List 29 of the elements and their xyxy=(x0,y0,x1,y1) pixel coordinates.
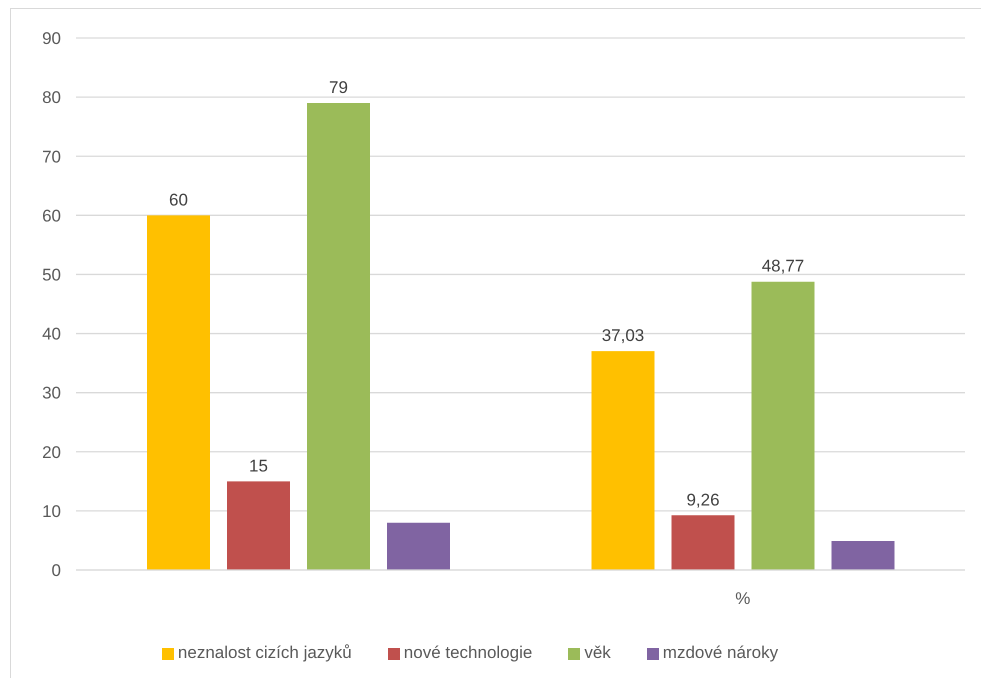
y-tick-label: 0 xyxy=(52,561,61,580)
bar xyxy=(672,515,734,570)
y-tick-label: 80 xyxy=(42,88,61,108)
data-label: 60 xyxy=(169,190,188,210)
data-label: 15 xyxy=(249,456,268,476)
x-tick-label: % xyxy=(735,589,750,608)
y-tick-label: 30 xyxy=(42,384,61,403)
y-tick-label: 90 xyxy=(42,29,61,48)
bar xyxy=(387,522,450,570)
data-label: 37,03 xyxy=(602,326,644,346)
data-label: 48,77 xyxy=(762,256,804,276)
bar xyxy=(227,481,290,570)
legend-label: neznalost cizích jazyků xyxy=(178,643,352,662)
y-tick-label: 20 xyxy=(42,442,61,462)
bar xyxy=(147,215,210,570)
data-label: 79 xyxy=(329,78,348,98)
y-tick-label: 50 xyxy=(42,265,61,284)
y-tick-label: 40 xyxy=(42,324,61,344)
bar xyxy=(752,282,814,570)
y-tick-label: 60 xyxy=(42,206,61,226)
bar xyxy=(832,541,894,570)
y-tick-label: 10 xyxy=(42,502,61,521)
bar xyxy=(592,351,654,570)
y-tick-label: 70 xyxy=(42,147,61,166)
legend-label: věk xyxy=(584,643,611,662)
legend-label: nové technologie xyxy=(404,643,532,662)
data-label: 9,26 xyxy=(686,490,720,510)
legend-label: mzdové nároky xyxy=(662,643,778,662)
bar xyxy=(307,103,370,570)
